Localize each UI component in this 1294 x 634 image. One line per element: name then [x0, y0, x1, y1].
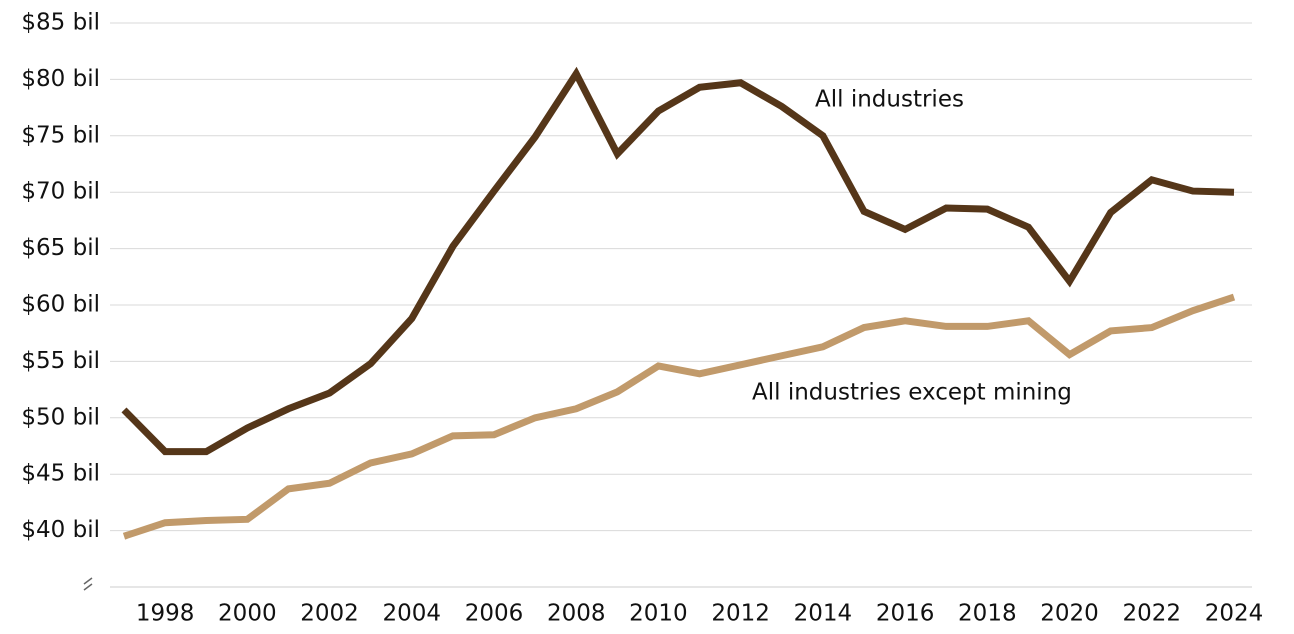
- x-tick-label: 2014: [794, 601, 853, 627]
- y-tick-label: $65 bil: [21, 235, 100, 261]
- y-tick-label: $45 bil: [21, 461, 100, 487]
- x-tick-label: 2022: [1123, 601, 1182, 627]
- y-tick-label: $60 bil: [21, 292, 100, 318]
- x-tick-label: 2016: [876, 601, 935, 627]
- axis-break: [83, 577, 93, 591]
- x-tick-label: 2024: [1205, 601, 1264, 627]
- y-tick-label: $85 bil: [21, 10, 100, 36]
- x-tick-label: 2012: [711, 601, 770, 627]
- y-tick-label: $55 bil: [21, 348, 100, 374]
- y-tick-label: $80 bil: [21, 66, 100, 92]
- x-tick-label: 2004: [383, 601, 442, 627]
- series-label: All industries: [815, 87, 964, 113]
- y-tick-label: $75 bil: [21, 122, 100, 148]
- x-tick-label: 2000: [218, 601, 277, 627]
- y-tick-label: $40 bil: [21, 517, 100, 543]
- x-tick-label: 2006: [465, 601, 524, 627]
- series-label: All industries except mining: [752, 380, 1072, 406]
- x-tick-label: 1998: [136, 601, 195, 627]
- x-tick-label: 2010: [629, 601, 688, 627]
- x-tick-label: 2008: [547, 601, 606, 627]
- x-tick-label: 2020: [1040, 601, 1099, 627]
- series-line: [121, 66, 1235, 456]
- x-tick-label: 2002: [300, 601, 359, 627]
- series-line: [122, 293, 1236, 540]
- y-tick-label: $50 bil: [21, 404, 100, 430]
- x-tick-label: 2018: [958, 601, 1017, 627]
- y-tick-label: $70 bil: [21, 179, 100, 205]
